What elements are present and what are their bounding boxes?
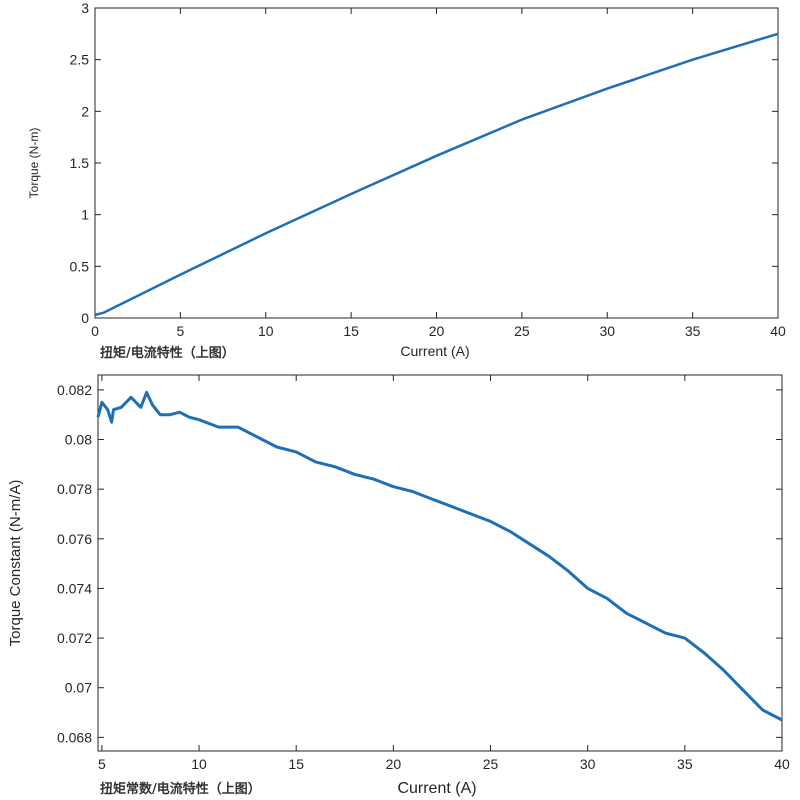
y-tick-label: 0.074 xyxy=(57,580,92,596)
x-tick-label: 35 xyxy=(677,756,693,772)
y-tick-label: 0.078 xyxy=(57,481,92,497)
x-tick-label: 25 xyxy=(483,756,499,772)
y-tick-label: 1 xyxy=(81,207,89,223)
x-tick-label: 0 xyxy=(91,323,99,339)
x-axis-label: Current (A) xyxy=(400,343,469,359)
x-tick-label: 5 xyxy=(176,323,184,339)
y-tick-label: 0.5 xyxy=(70,258,90,274)
y-axis-label: Torque (N-m) xyxy=(27,128,41,199)
x-tick-label: 40 xyxy=(774,756,790,772)
y-tick-label: 0.08 xyxy=(65,432,92,448)
x-tick-label: 30 xyxy=(580,756,596,772)
figure-caption: 扭矩常数/电流特性（上图） xyxy=(100,781,261,797)
y-tick-label: 0 xyxy=(81,310,89,326)
x-tick-label: 20 xyxy=(386,756,402,772)
x-tick-label: 20 xyxy=(429,323,445,339)
figure-caption: 扭矩/电流特性（上图） xyxy=(100,345,235,361)
data-series-line xyxy=(94,32,779,317)
x-tick-label: 25 xyxy=(514,323,530,339)
y-tick-label: 1.5 xyxy=(70,155,90,171)
y-tick-label: 0.082 xyxy=(57,382,92,398)
y-tick-label: 0.07 xyxy=(65,680,92,696)
x-tick-label: 5 xyxy=(98,756,106,772)
y-tick-label: 2.5 xyxy=(70,52,90,68)
chart-2: 5 10 15 20 25 30 35 40 0.068 0.07 0.072 0.074 0.076 0… xyxy=(7,374,790,797)
y-tick-label: 0.076 xyxy=(57,531,92,547)
y-axis-label: Torque Constant (N-m/A) xyxy=(7,480,24,647)
data-series-line xyxy=(96,390,783,722)
x-axis-label: Current (A) xyxy=(397,780,476,797)
y-tick-label: 2 xyxy=(81,103,89,119)
x-tick-label: 30 xyxy=(599,323,615,339)
x-tick-label: 10 xyxy=(258,323,274,339)
x-tick-label: 15 xyxy=(288,756,304,772)
plot-frame xyxy=(97,374,783,752)
y-tick-label: 3 xyxy=(81,0,89,16)
y-tick-label: 0.068 xyxy=(57,729,92,745)
x-tick-label: 35 xyxy=(685,323,701,339)
y-tick-label: 0.072 xyxy=(57,630,92,646)
x-tick-label: 10 xyxy=(191,756,207,772)
plot-frame xyxy=(94,7,779,319)
x-tick-label: 40 xyxy=(770,323,786,339)
x-tick-label: 15 xyxy=(343,323,359,339)
chart-1: 0 5 10 15 20 25 30 35 40 0 0.5 1 1.5 2 2.5 3 Current (A)… xyxy=(27,0,786,361)
